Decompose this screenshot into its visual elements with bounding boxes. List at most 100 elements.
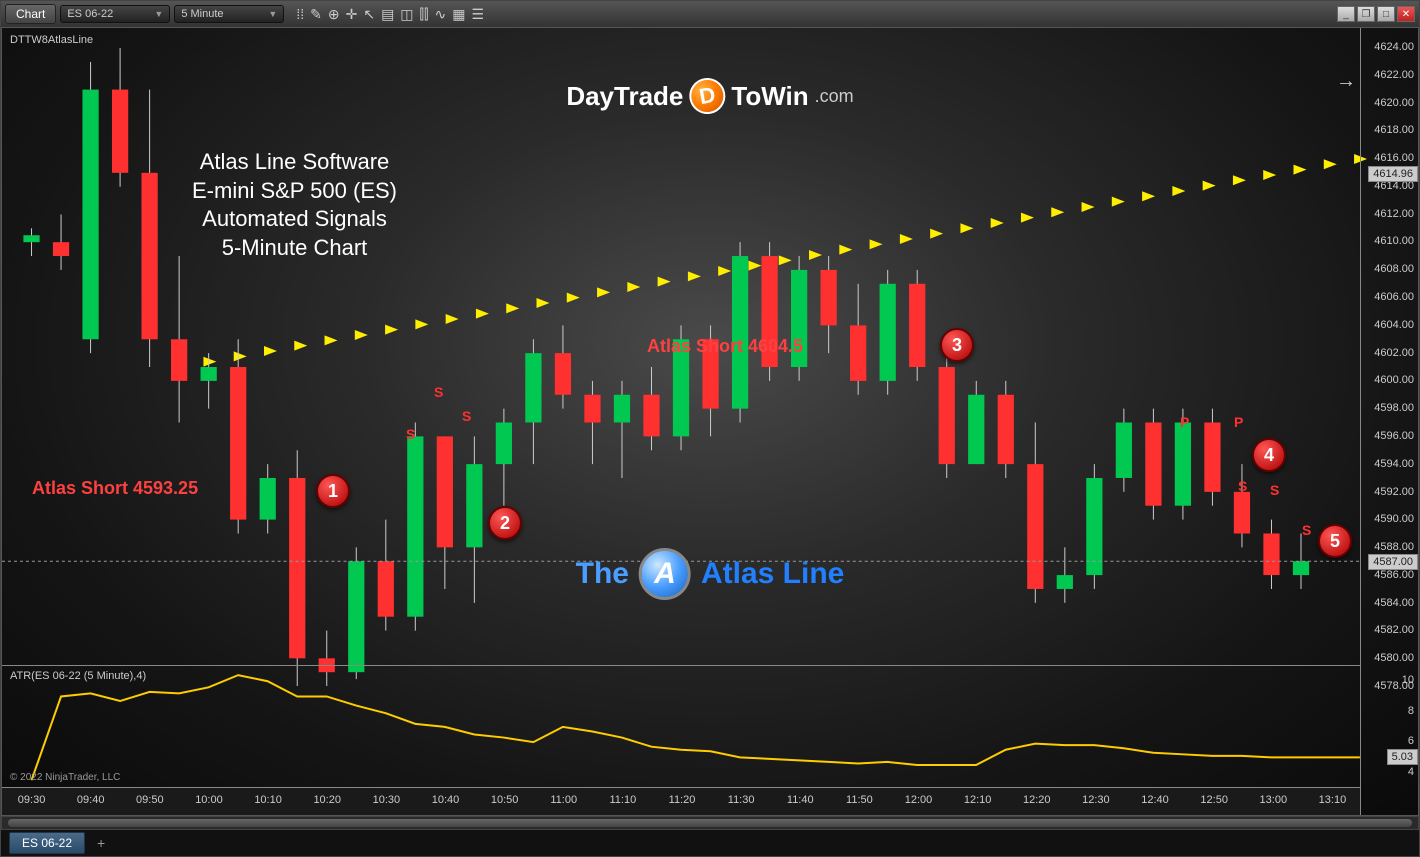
cursor-icon[interactable]: ↖: [363, 6, 375, 23]
window-controls: _ ❐ □ ✕: [1337, 6, 1415, 22]
atr-svg: [2, 666, 1360, 788]
ps-label: S: [1270, 482, 1279, 498]
chevron-down-icon: ▼: [154, 9, 163, 19]
price-tick: 4602.00: [1374, 347, 1414, 359]
marker-badge: 2: [488, 506, 522, 540]
ps-label: P: [1152, 460, 1161, 476]
ps-label: P: [1180, 414, 1189, 430]
price-tick: 4582.00: [1374, 624, 1414, 636]
chart-area[interactable]: DTTW8AtlasLine → DayTrade D ToWin .com A…: [1, 27, 1419, 816]
logo-suffix: .com: [815, 86, 854, 107]
timeframe-value: 5 Minute: [181, 8, 223, 20]
time-tick: 11:40: [787, 794, 814, 806]
zoom-icon[interactable]: ⊕: [328, 6, 340, 23]
indicator-icon[interactable]: ⫿⫿: [420, 6, 429, 23]
price-tick: 4584.00: [1374, 597, 1414, 609]
time-tick: 11:50: [846, 794, 873, 806]
logo-atlasline: The A Atlas Line: [576, 548, 845, 600]
chart-tab-button[interactable]: Chart: [5, 4, 56, 24]
properties-icon[interactable]: ▦: [452, 6, 465, 23]
price-tick: 4596.00: [1374, 430, 1414, 442]
logo-post: ToWin: [731, 81, 808, 112]
ps-label: P: [1234, 414, 1243, 430]
ps-label: S: [406, 426, 415, 442]
logo-daytradetowin: DayTrade D ToWin .com: [566, 78, 853, 114]
add-tab-button[interactable]: +: [89, 833, 113, 853]
atr-axis: 468105.03: [1360, 666, 1418, 787]
logo-mid-post: Atlas Line: [701, 557, 844, 591]
price-tick: 4580.00: [1374, 652, 1414, 664]
instrument-dropdown[interactable]: ES 06-22 ▼: [60, 5, 170, 23]
price-tick: 4586.00: [1374, 569, 1414, 581]
time-tick: 10:20: [313, 794, 341, 806]
time-tick: 12:10: [964, 794, 992, 806]
price-tick: 4604.00: [1374, 319, 1414, 331]
price-tick: 4612.00: [1374, 208, 1414, 220]
time-tick: 11:00: [550, 794, 577, 806]
data-icon[interactable]: ▤: [381, 6, 394, 23]
price-tick: 4624.00: [1374, 41, 1414, 53]
toolbar-icons: ⁞⁞ ✎ ⊕ ✛ ↖ ▤ ◫ ⫿⫿ ∿ ▦ ☰: [296, 6, 484, 23]
toolbar: Chart ES 06-22 ▼ 5 Minute▼ ⁞⁞ ✎ ⊕ ✛ ↖ ▤ ◫…: [1, 1, 1419, 27]
price-tick: 4590.00: [1374, 513, 1414, 525]
time-tick: 10:30: [373, 794, 401, 806]
time-tick: 09:30: [18, 794, 46, 806]
instrument-tab[interactable]: ES 06-22: [9, 832, 85, 854]
time-tick: 12:40: [1141, 794, 1169, 806]
crosshair-icon[interactable]: ✛: [346, 6, 358, 23]
logo-ball-icon: A: [639, 548, 691, 600]
price-tick: 4616.00: [1374, 152, 1414, 164]
time-tick: 12:20: [1023, 794, 1051, 806]
panel-icon[interactable]: ◫: [400, 6, 413, 23]
time-tick: 09:50: [136, 794, 164, 806]
timeframe-dropdown[interactable]: 5 Minute▼: [174, 5, 284, 23]
marker-badge: 3: [940, 328, 974, 362]
list-icon[interactable]: ☰: [471, 6, 484, 23]
price-tick: 4600.00: [1374, 374, 1414, 386]
logo-pre: DayTrade: [566, 81, 683, 112]
bottom-tabs: ES 06-22 +: [1, 830, 1419, 856]
minimize-button[interactable]: _: [1337, 6, 1355, 22]
ps-label: S: [434, 384, 443, 400]
candlestick-icon[interactable]: ⁞⁞: [296, 6, 304, 23]
time-tick: 10:10: [254, 794, 282, 806]
atr-tick: 6: [1408, 735, 1414, 747]
copyright: © 2022 NinjaTrader, LLC: [10, 772, 120, 783]
time-tick: 12:30: [1082, 794, 1110, 806]
ps-label: S: [1238, 478, 1247, 494]
maximize-button[interactable]: □: [1377, 6, 1395, 22]
marker-badge: 1: [316, 474, 350, 508]
pencil-icon[interactable]: ✎: [310, 6, 322, 23]
time-tick: 09:40: [77, 794, 105, 806]
time-tick: 10:40: [432, 794, 460, 806]
price-tick: 4620.00: [1374, 97, 1414, 109]
signal-label: Atlas Short 4593.25: [32, 478, 198, 499]
time-tick: 10:50: [491, 794, 519, 806]
time-tick: 11:20: [669, 794, 696, 806]
price-tick: 4592.00: [1374, 486, 1414, 498]
atr-panel: ATR(ES 06-22 (5 Minute),4) 468105.03 © 2…: [2, 665, 1360, 787]
price-tick: 4622.00: [1374, 69, 1414, 81]
price-tick: 4618.00: [1374, 124, 1414, 136]
atr-tick: 8: [1408, 705, 1414, 717]
time-tick: 13:00: [1260, 794, 1288, 806]
ps-label: S: [462, 408, 471, 424]
logo-mid-pre: The: [576, 557, 629, 591]
price-tick: 4610.00: [1374, 235, 1414, 247]
time-axis[interactable]: 09:3009:4009:5010:0010:1010:2010:3010:40…: [2, 787, 1360, 815]
time-tick: 12:00: [905, 794, 933, 806]
price-tick: 4614.00: [1374, 180, 1414, 192]
restore-button[interactable]: ❐: [1357, 6, 1375, 22]
marker-badge: 4: [1252, 438, 1286, 472]
price-tick: 4588.00: [1374, 541, 1414, 553]
atr-tick: 10: [1402, 674, 1414, 686]
marker-badge: 5: [1318, 524, 1352, 558]
price-marker: 4614.96: [1368, 166, 1418, 182]
instrument-value: ES 06-22: [67, 8, 113, 20]
strategy-icon[interactable]: ∿: [435, 6, 447, 23]
horizontal-scrollbar[interactable]: [1, 816, 1419, 830]
time-tick: 11:30: [728, 794, 755, 806]
time-tick: 11:10: [610, 794, 637, 806]
scroll-thumb[interactable]: [8, 819, 1412, 827]
close-button[interactable]: ✕: [1397, 6, 1415, 22]
